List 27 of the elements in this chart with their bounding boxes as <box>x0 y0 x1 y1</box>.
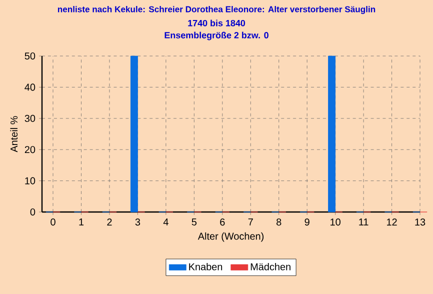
x-tick-label: 9 <box>304 218 310 226</box>
x-tick-label: 3 <box>135 218 140 226</box>
chart-title: nenliste nach Kekule: Schreier Dorothea Eleonore: Alter verstorbener Säuglin <box>58 6 376 14</box>
y-tick-label: 40 <box>24 84 36 91</box>
x-tick-label: 12 <box>387 218 397 226</box>
x-tick-label: 13 <box>415 218 426 226</box>
y-tick-label: 50 <box>24 52 36 60</box>
x-tick-label: 1 <box>79 218 84 226</box>
y-tick-label: 20 <box>24 146 36 154</box>
x-tick-label: 11 <box>359 218 368 226</box>
x-tick-label: 10 <box>330 218 340 226</box>
chart-subtitle: 1740 bis 1840 <box>188 20 246 26</box>
legend-label: Mädchen <box>250 262 290 270</box>
legend-label: Knaben <box>189 262 222 270</box>
x-tick-label: 2 <box>107 218 112 226</box>
x-tick-label: 5 <box>192 218 197 226</box>
x-tick-label: 4 <box>163 218 168 226</box>
x-tick-label: 6 <box>220 218 225 226</box>
text: Ensemblegröße 2 bzw. 0 <box>164 32 268 40</box>
y-tick-label: 0 <box>30 208 36 216</box>
x-tick-label: 0 <box>50 218 56 226</box>
x-tick-label: 7 <box>248 218 253 226</box>
x-tick-label: 8 <box>276 218 282 226</box>
y-tick-label: 10 <box>25 177 36 184</box>
x-axis-title: Alter (Wochen) <box>198 232 264 242</box>
y-tick-label: 30 <box>24 114 36 122</box>
y-axis-title: Anteil % <box>10 116 18 152</box>
